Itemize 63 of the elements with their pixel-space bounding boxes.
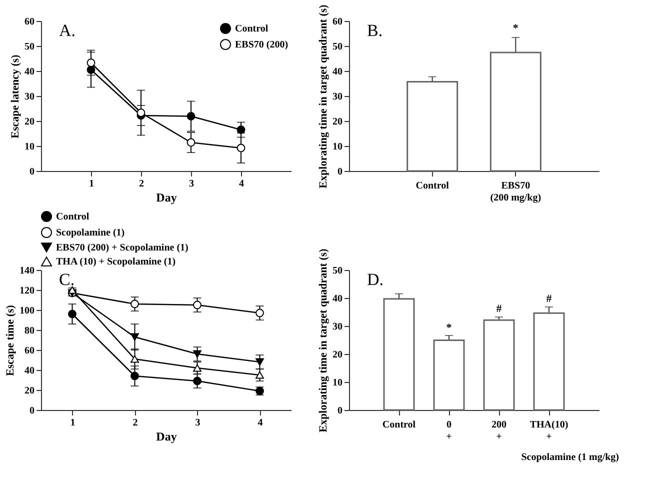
x-axis-title: Day <box>156 190 177 204</box>
y-tick-label: 40 <box>24 66 34 78</box>
y-axis-title: Explorating time in target quadrant (s) <box>318 4 330 188</box>
x-tick-label: 4 <box>258 418 263 428</box>
text: Scopolamine (1 mg/kg) <box>521 452 619 463</box>
legend-label: Control <box>235 24 268 34</box>
y-tick-label: 50 <box>24 42 34 52</box>
y-tick-label: 0 <box>338 406 342 416</box>
legend-label: EBS70 (200) <box>235 40 288 50</box>
y-tick-label: 20 <box>24 386 34 396</box>
x-tick-label: 3 <box>195 418 200 428</box>
x-tick-label: 0 + <box>446 420 452 442</box>
y-tick-label: 30 <box>332 92 342 102</box>
y-tick-label: 0 <box>30 166 34 178</box>
y-tick-label: 100 <box>20 306 34 316</box>
chart-title: C. <box>59 270 75 289</box>
y-tick-label: 120 <box>20 286 34 296</box>
y-tick-label: 0 <box>338 166 342 178</box>
x-tick-label: 1 <box>89 178 94 190</box>
y-tick-label: 20 <box>332 350 342 360</box>
y-tick-label: 50 <box>332 42 342 52</box>
x-axis-title: Day <box>156 430 177 444</box>
x-tick-label: THA(10) + <box>530 420 568 442</box>
chart-title: D. <box>367 270 384 289</box>
legend-label: THA (10) + Scopolamine (1) <box>56 256 176 268</box>
y-tick-label: 0 <box>30 406 34 416</box>
x-tick-label: 1 <box>70 418 76 428</box>
y-tick-label: 10 <box>332 378 342 388</box>
y-tick-label: 10 <box>24 142 34 152</box>
y-tick-label: 30 <box>332 322 342 332</box>
x-tick-label: Control <box>416 180 450 192</box>
y-tick-label: 60 <box>24 346 34 356</box>
x-tick-label: 200 + <box>492 420 506 442</box>
y-tick-label: 40 <box>24 366 34 376</box>
y-tick-label: 60 <box>24 16 34 28</box>
annotation: # <box>546 293 552 306</box>
y-tick-label: 60 <box>332 16 342 28</box>
y-axis-title: Explorating time in target quadrant (s) <box>318 248 330 432</box>
y-tick-label: 50 <box>332 266 342 276</box>
y-tick-label: 20 <box>332 116 342 128</box>
y-axis-title: Escape time (s) <box>4 304 16 376</box>
y-tick-label: 30 <box>24 92 34 102</box>
annotation: * <box>446 322 452 334</box>
x-tick-label: EBS70 (200 mg/kg) <box>490 180 542 204</box>
legend-label: Control <box>56 212 90 222</box>
x-tick-label: 4 <box>239 178 244 190</box>
chart-title: A. <box>59 21 76 40</box>
annotation: * <box>512 22 519 34</box>
x-tick-label: 3 <box>189 178 194 190</box>
legend-label: EBS70 (200) + Scopolamine (1) <box>56 242 188 254</box>
chart-title: B. <box>367 21 383 40</box>
legend-label: Scopolamine (1) <box>56 228 125 238</box>
y-axis-title: Escape latency (s) <box>10 54 22 138</box>
y-tick-label: 20 <box>24 116 34 128</box>
y-tick-label: 10 <box>332 142 342 152</box>
x-tick-label: 2 <box>132 418 138 428</box>
annotation: # <box>496 302 502 315</box>
y-tick-label: 80 <box>24 326 34 336</box>
x-tick-label: 2 <box>139 178 144 190</box>
y-tick-label: 40 <box>332 66 342 78</box>
x-tick-label: Control <box>382 420 416 430</box>
y-tick-label: 40 <box>332 294 342 304</box>
y-tick-label: 140 <box>20 266 34 276</box>
